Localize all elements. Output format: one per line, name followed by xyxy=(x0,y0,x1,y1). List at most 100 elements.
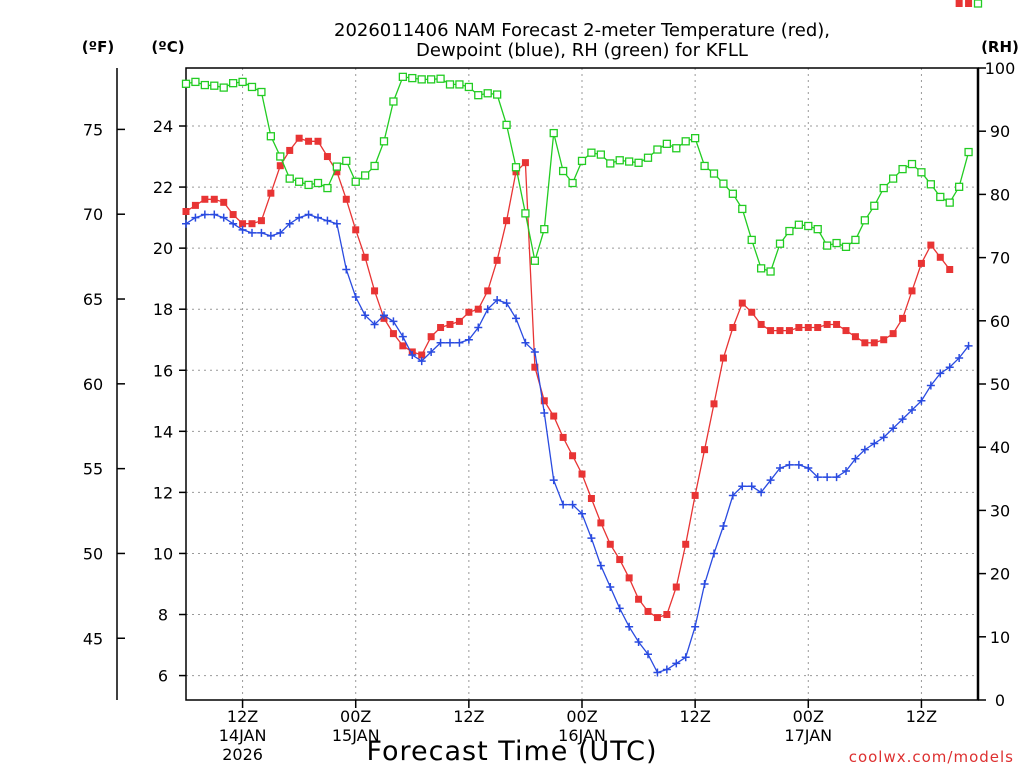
temperature-point xyxy=(606,540,614,548)
temperature-point xyxy=(833,320,841,328)
rh-point xyxy=(898,164,907,174)
dewpoint-point xyxy=(898,415,907,424)
rh-tick-label: 70 xyxy=(990,249,1010,268)
rh-point xyxy=(766,267,775,276)
temperature-point xyxy=(795,324,803,332)
dewpoint-point xyxy=(276,228,285,237)
dewpoint-point xyxy=(879,433,888,442)
temperature-point xyxy=(305,137,313,145)
dewpoint-point xyxy=(540,409,549,418)
celsius-tick-label: 8 xyxy=(158,606,168,625)
dewpoint-point xyxy=(483,305,492,314)
rh-point xyxy=(568,178,577,188)
temperature-point xyxy=(437,324,445,332)
rh-tick-label: 0 xyxy=(995,691,1005,710)
temperature-point xyxy=(333,168,341,176)
rh-point xyxy=(615,156,624,165)
rh-point xyxy=(530,256,540,265)
dewpoint-point xyxy=(295,213,304,222)
axes xyxy=(116,67,986,708)
rh-point xyxy=(389,97,398,106)
dewpoint-point xyxy=(248,228,256,237)
dewpoint-point xyxy=(794,460,803,469)
rh-point xyxy=(756,264,766,273)
temperature-point xyxy=(361,253,369,261)
dewpoint-point xyxy=(955,354,964,363)
rh-point xyxy=(690,134,700,143)
temperature-point xyxy=(738,299,746,307)
temperature-point xyxy=(785,327,793,335)
temperature-point xyxy=(371,287,379,295)
dewpoint-point xyxy=(266,231,275,240)
rh-point xyxy=(653,145,662,154)
temperature-point xyxy=(955,0,963,7)
dewpoint-point xyxy=(926,381,935,390)
rh-point xyxy=(634,158,643,167)
rh-point xyxy=(870,201,879,210)
x-tick-date-label: 17JAN xyxy=(784,726,832,745)
temperature-point xyxy=(493,256,501,264)
rh-point xyxy=(285,174,294,183)
dewpoint-point xyxy=(257,228,266,237)
dewpoint-point xyxy=(634,637,643,646)
dewpoint-point xyxy=(710,549,718,558)
temperature-point xyxy=(823,320,831,328)
temperature-point xyxy=(851,333,859,341)
rh-point xyxy=(502,120,511,130)
temperature-point xyxy=(842,327,850,335)
dewpoint-point xyxy=(776,463,784,472)
temperature-point xyxy=(936,253,944,261)
rh-unit-label: (RH) xyxy=(981,38,1019,56)
dewpoint-point xyxy=(945,363,954,372)
x-tick-date-label: 15JAN xyxy=(332,726,380,745)
fahrenheit-tick-label: 75 xyxy=(83,120,103,139)
temperature-point xyxy=(295,134,303,142)
rh-point xyxy=(210,81,219,90)
temperature-point xyxy=(540,397,548,405)
rh-point xyxy=(973,0,983,8)
rh-point xyxy=(662,139,672,148)
temperature-point xyxy=(465,308,473,316)
temperature-point xyxy=(767,327,775,335)
dewpoint-point xyxy=(832,473,841,482)
dewpoint-point xyxy=(549,476,558,485)
dewpoint-point xyxy=(851,454,860,463)
dewpoint-point xyxy=(757,488,766,497)
rh-point xyxy=(832,238,841,248)
rh-point xyxy=(549,128,558,138)
rh-point xyxy=(860,216,870,225)
fahrenheit-unit-label: (ºF) xyxy=(82,38,114,56)
rh-point xyxy=(558,166,568,176)
rh-tick-label: 20 xyxy=(990,565,1010,584)
rh-point xyxy=(804,221,813,231)
dewpoint-point xyxy=(304,210,313,219)
dewpoint-point xyxy=(889,424,898,433)
temperature-point xyxy=(644,607,652,615)
temperature-point xyxy=(474,305,482,313)
temperature-point xyxy=(229,211,237,219)
rh-point xyxy=(681,137,690,146)
temperature-point xyxy=(587,494,595,502)
rh-point xyxy=(540,225,549,234)
dewpoint-point xyxy=(521,338,530,347)
temperature-point xyxy=(597,519,605,527)
dewpoint-point xyxy=(200,210,209,219)
fahrenheit-tick-label: 55 xyxy=(83,460,103,479)
rh-point xyxy=(266,132,276,141)
dewpoint-point xyxy=(408,350,417,359)
rh-point xyxy=(624,157,634,166)
temperature-point xyxy=(210,195,218,203)
dewpoint-point xyxy=(917,396,926,405)
temperature-point xyxy=(861,339,869,347)
temperature-point xyxy=(484,287,492,295)
dewpoint-point xyxy=(691,622,700,631)
temperature-point xyxy=(814,324,822,332)
temperature-point xyxy=(257,217,265,225)
temperature-point xyxy=(239,220,247,228)
celsius-tick-label: 14 xyxy=(153,422,173,441)
dewpoint-point xyxy=(662,665,671,674)
dewpoint-point xyxy=(738,482,747,491)
x-tick-label: 12Z xyxy=(679,707,710,726)
